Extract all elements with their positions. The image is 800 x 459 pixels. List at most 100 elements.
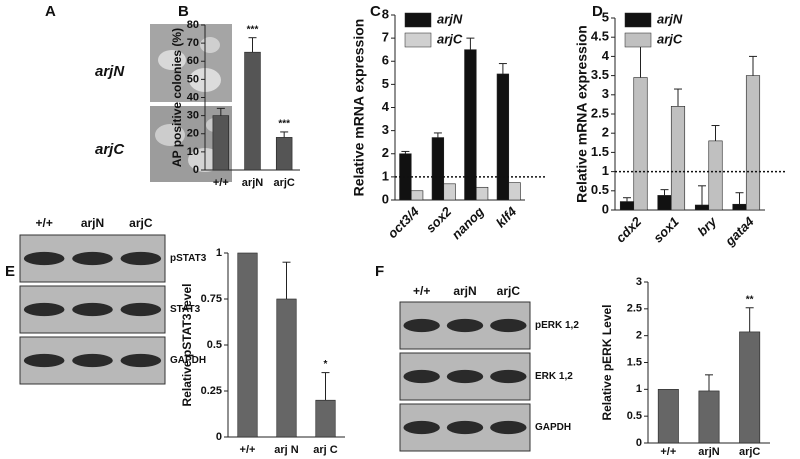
y-tick-label: 80 <box>187 19 199 31</box>
row-label: GAPDH <box>170 355 206 366</box>
lane-label: +/+ <box>35 216 52 230</box>
legend-swatch <box>404 12 432 28</box>
bar <box>657 195 672 211</box>
bar <box>275 137 293 171</box>
blot-band <box>120 302 162 317</box>
bar <box>399 153 412 201</box>
blot-band <box>72 353 113 368</box>
panel-label: F <box>375 263 384 280</box>
y-tick-label: 10 <box>187 146 199 158</box>
y-tick-label: 0 <box>193 164 199 176</box>
x-tick-label: gata4 <box>721 213 757 249</box>
bar <box>496 73 510 201</box>
bar <box>431 137 445 201</box>
panel-label: D <box>592 3 603 20</box>
y-tick-label: 0 <box>382 191 389 206</box>
y-tick-label: 2 <box>382 145 389 160</box>
bar <box>276 298 297 438</box>
y-tick-label: 2.5 <box>591 105 609 120</box>
legend-label: arjN <box>657 11 683 26</box>
y-tick-label: 0.25 <box>201 385 222 397</box>
blot-band <box>23 251 65 266</box>
y-axis-label: Relative pSTAT3 level <box>180 284 194 407</box>
y-tick-label: 0.5 <box>591 182 609 197</box>
row-label: ERK 1,2 <box>535 371 573 382</box>
x-tick-label: +/+ <box>213 177 229 189</box>
y-tick-label: 3 <box>602 86 609 101</box>
blot-band <box>403 420 440 435</box>
x-tick-label: arj N <box>274 444 299 456</box>
lane-label: arjN <box>81 216 104 230</box>
blot-band <box>490 318 527 333</box>
colony <box>155 124 185 146</box>
panel-label: E <box>5 263 15 280</box>
lane-label: arjN <box>453 284 476 298</box>
bar <box>244 51 261 171</box>
x-tick-label: +/+ <box>240 444 256 456</box>
blot-band <box>72 302 113 317</box>
bar <box>694 204 710 211</box>
blot-band <box>490 369 527 384</box>
x-tick-label: arjN <box>242 177 263 189</box>
y-tick-label: 5 <box>602 9 609 24</box>
blot-band <box>120 251 162 266</box>
bar <box>508 182 521 201</box>
y-tick-label: 2 <box>636 330 642 342</box>
bar <box>315 399 336 438</box>
x-tick-label: arjN <box>698 446 719 458</box>
blot-band <box>446 420 484 435</box>
y-tick-label: 40 <box>187 91 199 103</box>
y-tick-label: 20 <box>187 128 199 140</box>
y-tick-label: 7 <box>382 30 389 45</box>
y-tick-label: 1 <box>602 163 609 178</box>
row-label: pERK 1,2 <box>535 320 579 331</box>
bar <box>708 140 723 211</box>
bar <box>443 183 456 201</box>
row-label: pSTAT3 <box>170 253 207 264</box>
x-tick-label: klf4 <box>493 203 520 230</box>
bar <box>475 186 489 201</box>
blot-band <box>403 318 440 333</box>
bar <box>237 252 258 438</box>
blot-band <box>120 353 162 368</box>
y-axis-label: Relative mRNA expression <box>351 19 367 197</box>
y-axis-label: Relative mRNA expression <box>574 25 590 203</box>
y-tick-label: 6 <box>382 53 389 68</box>
colony <box>200 37 220 53</box>
legend-label: arjN <box>437 11 463 26</box>
blot-band <box>490 420 527 435</box>
x-tick-label: arj C <box>313 444 338 456</box>
y-tick-label: 1 <box>636 383 642 395</box>
y-tick-label: 0.75 <box>201 293 222 305</box>
bar <box>464 49 477 201</box>
y-tick-label: 4.5 <box>591 29 609 44</box>
y-tick-label: 60 <box>187 55 199 67</box>
blot-band <box>446 318 484 333</box>
y-tick-label: 50 <box>187 73 199 85</box>
blot-band <box>72 251 113 266</box>
x-tick-label: bry <box>694 213 719 238</box>
y-tick-label: 0.5 <box>207 339 222 351</box>
y-tick-label: 3 <box>382 122 389 137</box>
row-label: STAT3 <box>170 304 201 315</box>
lane-label: arjC <box>497 284 521 298</box>
y-tick-label: 2.5 <box>627 303 642 315</box>
x-tick-label: +/+ <box>660 446 676 458</box>
y-tick-label: 0 <box>602 201 609 216</box>
x-tick-label: oct3/4 <box>385 203 423 241</box>
bar <box>745 75 761 211</box>
y-tick-label: 1.5 <box>627 356 642 368</box>
legend-swatch <box>624 12 652 28</box>
significance: ** <box>746 294 754 305</box>
significance: * <box>324 359 328 370</box>
panel-label: B <box>178 3 189 20</box>
significance: *** <box>278 119 290 130</box>
panel-label: A <box>45 3 56 20</box>
y-tick-label: 1 <box>382 168 389 183</box>
y-tick-label: 3.5 <box>591 67 609 82</box>
blot-band <box>23 302 65 317</box>
x-tick-label: arjC <box>273 177 294 189</box>
legend-swatch <box>624 32 652 48</box>
x-tick-label: sox1 <box>650 214 682 246</box>
